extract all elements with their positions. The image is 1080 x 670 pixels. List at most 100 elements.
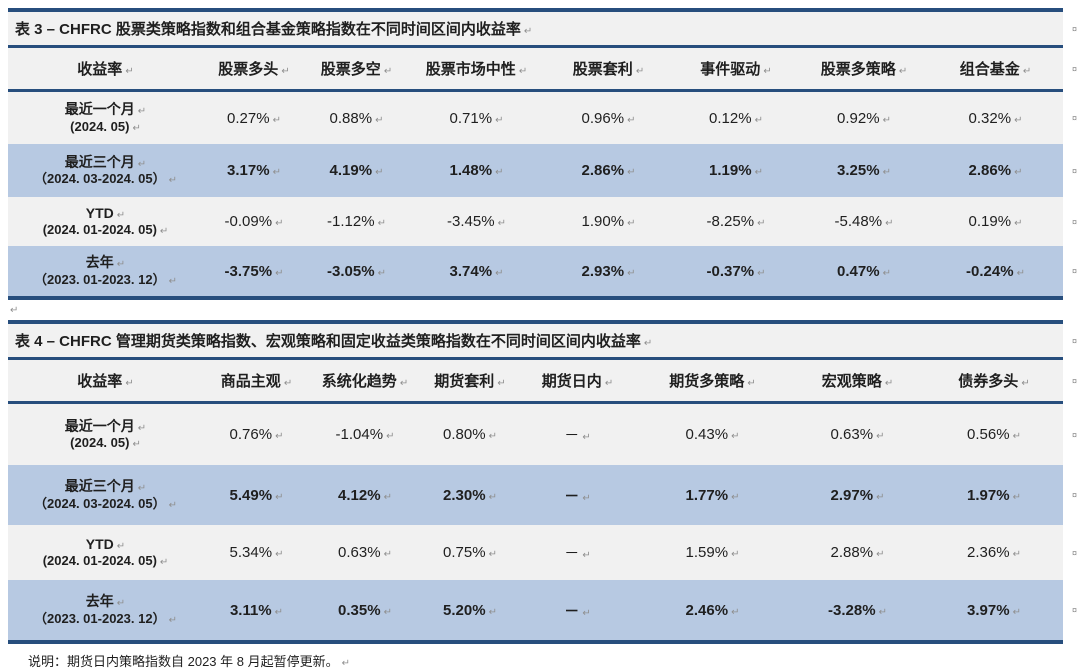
paragraph-mark: ↵ bbox=[497, 218, 506, 229]
return-value: 0.19% ↵ bbox=[968, 213, 1023, 230]
value-cell: 0.92% ↵ bbox=[800, 110, 928, 127]
return-value: 0.92% ↵ bbox=[837, 109, 891, 127]
paragraph-mark: ↵ bbox=[495, 167, 504, 178]
column-header: 股票多头 ↵ bbox=[203, 58, 305, 79]
return-value: 3.74% ↵ bbox=[449, 262, 504, 280]
table-4-title-row: 表 4 – CHFRC 管理期货类策略指数、宏观策略和固定收益类策略指数在不同时… bbox=[8, 324, 1077, 360]
paragraph-mark: ↵ bbox=[168, 275, 177, 287]
row-label-period: YTD ↵ bbox=[85, 204, 126, 221]
return-value: － ↵ bbox=[564, 545, 591, 562]
return-value: 0.96% ↵ bbox=[581, 109, 636, 127]
value-cell: 0.76% ↵ bbox=[203, 426, 310, 443]
value-cell: 0.63% ↵ bbox=[310, 544, 420, 561]
paragraph-mark: ↵ bbox=[876, 549, 885, 560]
value-cell: 0.71% ↵ bbox=[408, 110, 545, 127]
return-value: 1.97% ↵ bbox=[967, 486, 1021, 504]
value-cell: 2.86% ↵ bbox=[928, 162, 1063, 179]
row-end-mark: ¤ bbox=[1071, 266, 1077, 276]
row-label-daterange: （2024. 03-2024. 05） ↵ bbox=[34, 171, 177, 187]
column-header-label: 期货套利 ↵ bbox=[434, 373, 506, 390]
column-header-label: 组合基金 ↵ bbox=[959, 61, 1032, 78]
return-value: 1.77% ↵ bbox=[685, 486, 740, 504]
paragraph-mark: ↵ bbox=[497, 378, 506, 389]
row-label-period: 去年 ↵ bbox=[85, 254, 126, 271]
paragraph-gap: ↵ bbox=[0, 300, 1080, 320]
row-end-mark: ¤ bbox=[1071, 113, 1077, 123]
row-label-daterange: (2024. 05) ↵ bbox=[70, 435, 141, 451]
table-3-title-row: 表 3 – CHFRC 股票类策略指数和组合基金策略指数在不同时间区间内收益率 ↵… bbox=[8, 12, 1077, 48]
paragraph-mark: ↵ bbox=[627, 167, 636, 178]
value-cell: 0.43% ↵ bbox=[635, 426, 790, 443]
return-value: 2.93% ↵ bbox=[581, 262, 636, 280]
paragraph-mark: ↵ bbox=[754, 114, 763, 126]
value-cell: 0.96% ↵ bbox=[545, 110, 672, 127]
table-row: 最近一个月 ↵ (2024. 05) ↵ 0.76% ↵ -1.04% ↵ 0.80% ↵ － ↵ 0.… bbox=[8, 404, 1077, 465]
return-value: 0.80% ↵ bbox=[443, 426, 497, 443]
paragraph-mark: ↵ bbox=[116, 259, 126, 271]
paragraph-mark: ↵ bbox=[627, 267, 636, 279]
return-value: 0.88% ↵ bbox=[329, 109, 384, 127]
paragraph-mark: ↵ bbox=[1012, 549, 1021, 560]
value-cell: 0.63% ↵ bbox=[790, 426, 925, 443]
value-cell: -0.24% ↵ bbox=[928, 263, 1063, 280]
row-end-mark: ¤ bbox=[1071, 335, 1077, 346]
column-header-label: 债券多头 ↵ bbox=[958, 373, 1030, 390]
value-cell: 3.17% ↵ bbox=[203, 162, 305, 179]
column-header: 事件驱动 ↵ bbox=[672, 58, 800, 79]
return-value: 4.19% ↵ bbox=[329, 162, 384, 179]
column-header: 商品主观 ↵ bbox=[203, 370, 310, 391]
row-label-period: 最近一个月 ↵ bbox=[64, 417, 147, 434]
return-value: 0.63% ↵ bbox=[338, 544, 392, 561]
paragraph-mark: ↵ bbox=[518, 66, 528, 77]
column-header-label: 股票多头 ↵ bbox=[218, 61, 290, 78]
paragraph-mark: ↵ bbox=[159, 557, 169, 569]
paragraph-mark: ↵ bbox=[1021, 378, 1030, 389]
paragraph-mark: ↵ bbox=[383, 606, 392, 618]
return-value: 0.71% ↵ bbox=[449, 109, 504, 127]
value-cell: 0.47% ↵ bbox=[800, 263, 928, 280]
value-cell: 0.32% ↵ bbox=[928, 110, 1063, 127]
row-end-mark: ¤ bbox=[1071, 605, 1077, 615]
return-value: 3.11% ↵ bbox=[229, 601, 284, 619]
paragraph-mark: ↵ bbox=[1022, 66, 1032, 77]
row-label-period: 最近三个月 ↵ bbox=[64, 153, 147, 170]
return-value: 0.43% ↵ bbox=[685, 426, 740, 443]
paragraph-mark: ↵ bbox=[341, 658, 350, 669]
paragraph-mark: ↵ bbox=[884, 378, 894, 389]
paragraph-mark: ↵ bbox=[116, 209, 126, 221]
paragraph-mark: ↵ bbox=[168, 614, 177, 626]
paragraph-mark: ↵ bbox=[383, 66, 393, 77]
table-3-header-row: 收益率 ↵ 股票多头 ↵ 股票多空 ↵ 股票市场中性 ↵ 股票套利 ↵ 事件驱动 ↵ 股票多策略 ↵ 组合基… bbox=[8, 48, 1077, 92]
paragraph-mark: ↵ bbox=[272, 167, 281, 178]
paragraph-mark: ↵ bbox=[375, 167, 384, 178]
column-header-label: 期货多策略 ↵ bbox=[669, 373, 756, 390]
row-label: 去年 ↵ （2023. 01-2023. 12） ↵ bbox=[8, 592, 203, 627]
return-value: 1.90% ↵ bbox=[581, 213, 636, 230]
return-value: 2.97% ↵ bbox=[830, 486, 885, 504]
row-label: YTD ↵ (2024. 01-2024. 05) ↵ bbox=[8, 204, 203, 239]
paragraph-mark: ↵ bbox=[731, 431, 740, 442]
return-value: 2.30% ↵ bbox=[443, 486, 497, 504]
return-value: 1.48% ↵ bbox=[449, 162, 504, 179]
value-cell: 0.12% ↵ bbox=[672, 110, 800, 127]
return-value: 0.32% ↵ bbox=[968, 109, 1023, 127]
paragraph-mark: ↵ bbox=[275, 218, 284, 229]
paragraph-mark: ↵ bbox=[377, 267, 386, 279]
paragraph-mark: ↵ bbox=[488, 549, 497, 560]
paragraph-mark: ↵ bbox=[275, 491, 284, 503]
return-value: 3.17% ↵ bbox=[227, 162, 281, 179]
row-label: 最近三个月 ↵ （2024. 03-2024. 05） ↵ bbox=[8, 477, 203, 512]
row-label: 最近三个月 ↵ （2024. 03-2024. 05） ↵ bbox=[8, 153, 203, 188]
table-3: 表 3 – CHFRC 股票类策略指数和组合基金策略指数在不同时间区间内收益率 ↵… bbox=[8, 8, 1077, 300]
paragraph-mark: ↵ bbox=[876, 491, 885, 503]
row-label: 去年 ↵ （2023. 01-2023. 12） ↵ bbox=[8, 253, 203, 288]
paragraph-mark: ↵ bbox=[137, 483, 147, 495]
return-value: 0.27% ↵ bbox=[227, 109, 281, 127]
value-cell: 0.35% ↵ bbox=[310, 602, 420, 619]
value-cell: 0.80% ↵ bbox=[420, 426, 520, 443]
return-value: 2.36% ↵ bbox=[967, 544, 1021, 561]
value-cell: 0.27% ↵ bbox=[203, 110, 305, 127]
paragraph-mark: ↵ bbox=[898, 66, 908, 77]
paragraph-mark: ↵ bbox=[1014, 167, 1023, 178]
paragraph-mark: ↵ bbox=[377, 218, 386, 229]
